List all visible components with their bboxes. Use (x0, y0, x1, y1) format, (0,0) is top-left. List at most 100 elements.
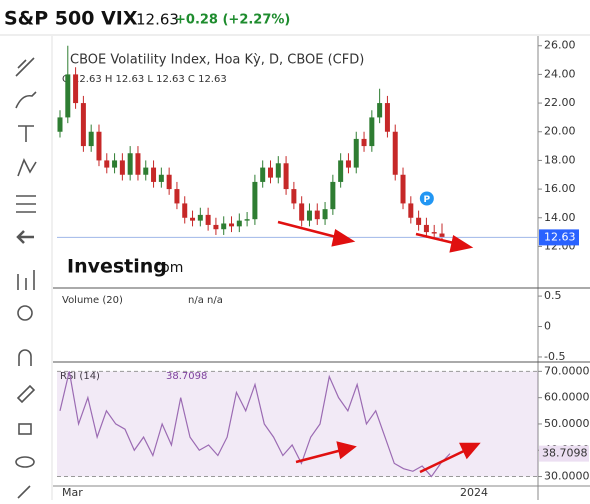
y-tick-label: 0 (544, 320, 551, 333)
candle-body (65, 74, 71, 118)
candle-body (416, 217, 422, 225)
event-marker[interactable] (419, 191, 434, 206)
y-tick-label: -0.5 (544, 350, 565, 363)
trend-tool[interactable] (15, 57, 35, 77)
lock-draw-tool[interactable] (16, 384, 36, 404)
toolbar-icons[interactable] (15, 57, 37, 499)
arrow (419, 448, 467, 474)
y-tick-label: 30.0000 (544, 470, 590, 483)
measure-tool[interactable] (17, 270, 35, 290)
arrow (295, 448, 343, 464)
arrow-head (459, 442, 481, 460)
candle-body (104, 160, 110, 168)
candle-body (221, 223, 227, 230)
candle-body (408, 203, 414, 218)
symbol: S&P 500 VIX (4, 8, 138, 30)
candle-body (57, 117, 63, 132)
link-tool[interactable] (17, 485, 31, 499)
annotations (277, 220, 481, 474)
lock-tool[interactable] (18, 423, 32, 435)
y-tick-label: 0.5 (544, 289, 562, 302)
rsi-line (59, 371, 451, 478)
arrow-head (331, 228, 356, 247)
y-tick-label: 22.00 (544, 96, 576, 109)
candle-body (197, 214, 203, 221)
candle-body (260, 167, 266, 182)
rsi-value: 38.7098 (166, 371, 207, 382)
candle-body (252, 181, 258, 220)
candle-body (299, 203, 305, 221)
ohlc-legend: O 12.63 H 12.63 L 12.63 C 12.63 (62, 74, 227, 85)
y-tick-label: 18.00 (544, 153, 576, 166)
price: 12.63 (136, 11, 179, 29)
candle-body (306, 210, 312, 221)
brush-tool[interactable] (15, 91, 37, 109)
candle-body (384, 103, 390, 132)
candle-body (314, 210, 320, 220)
candle-body (345, 160, 351, 168)
candle-body (275, 163, 281, 178)
candle-body (119, 160, 125, 175)
candle-body (400, 174, 406, 204)
y-tick-label: 50.0000 (544, 417, 590, 430)
visibility-tool[interactable] (15, 456, 35, 468)
candle-body (151, 167, 157, 182)
arrow (415, 232, 459, 246)
rsi-last-label: 38.7098 (542, 447, 588, 460)
candle-body (291, 189, 297, 204)
watermark-brand: Investing (67, 256, 167, 278)
candle-body (377, 103, 383, 118)
candle-body (361, 138, 367, 147)
candle-body (439, 233, 445, 238)
text-tool[interactable] (18, 125, 34, 142)
magnet-tool[interactable] (18, 349, 32, 366)
candle-body (338, 160, 344, 182)
candle-body (174, 189, 180, 204)
event-marker-label: P (424, 195, 431, 205)
pattern-tool[interactable] (17, 158, 37, 177)
candle-body (73, 74, 79, 104)
rsi-last-box (539, 445, 589, 462)
candle-body (158, 174, 164, 182)
candle-body (190, 217, 196, 221)
candle-body (322, 209, 328, 220)
back-tool[interactable] (16, 230, 34, 244)
candle-body (369, 117, 375, 147)
candle-body (213, 224, 219, 230)
watermark-suffix: .com (149, 260, 183, 276)
last-price-box (539, 229, 579, 246)
candle-body (236, 220, 242, 227)
fib-tool[interactable] (16, 195, 36, 213)
candle-body (143, 167, 149, 175)
series-title: CBOE Volatility Index, Hoa Kỳ, D, CBOE (… (70, 53, 364, 68)
candle-body (166, 174, 172, 190)
plot: 12.0014.0016.0018.0020.0022.0024.0026.00… (57, 39, 590, 483)
candle-body (205, 214, 211, 225)
candle-body (267, 167, 273, 178)
candle-body (353, 138, 359, 168)
arrow-head (449, 234, 474, 253)
rsi-title: RSI (14) (60, 371, 100, 382)
candle-body (80, 103, 86, 147)
arrow (277, 220, 341, 240)
last-price-label: 12.63 (544, 230, 576, 243)
rsi-band (57, 371, 538, 477)
candle-body (229, 223, 235, 227)
candle-body (431, 232, 437, 234)
x-tick-label: Mar (62, 486, 83, 499)
candle-body (88, 131, 94, 147)
zoom-tool[interactable] (17, 305, 33, 321)
toolbar (0, 36, 52, 500)
candle-body (135, 153, 141, 175)
candle-body (182, 203, 188, 218)
volume-title: Volume (20) (62, 295, 123, 306)
y-tick-label: 60.0000 (544, 391, 590, 404)
candle-body (112, 160, 118, 168)
y-tick-label: 70.0000 (544, 364, 590, 377)
volume-value: n/a n/a (188, 295, 223, 306)
y-tick-label: 14.00 (544, 211, 576, 224)
candle-body (392, 131, 398, 175)
candle-body (283, 163, 289, 190)
